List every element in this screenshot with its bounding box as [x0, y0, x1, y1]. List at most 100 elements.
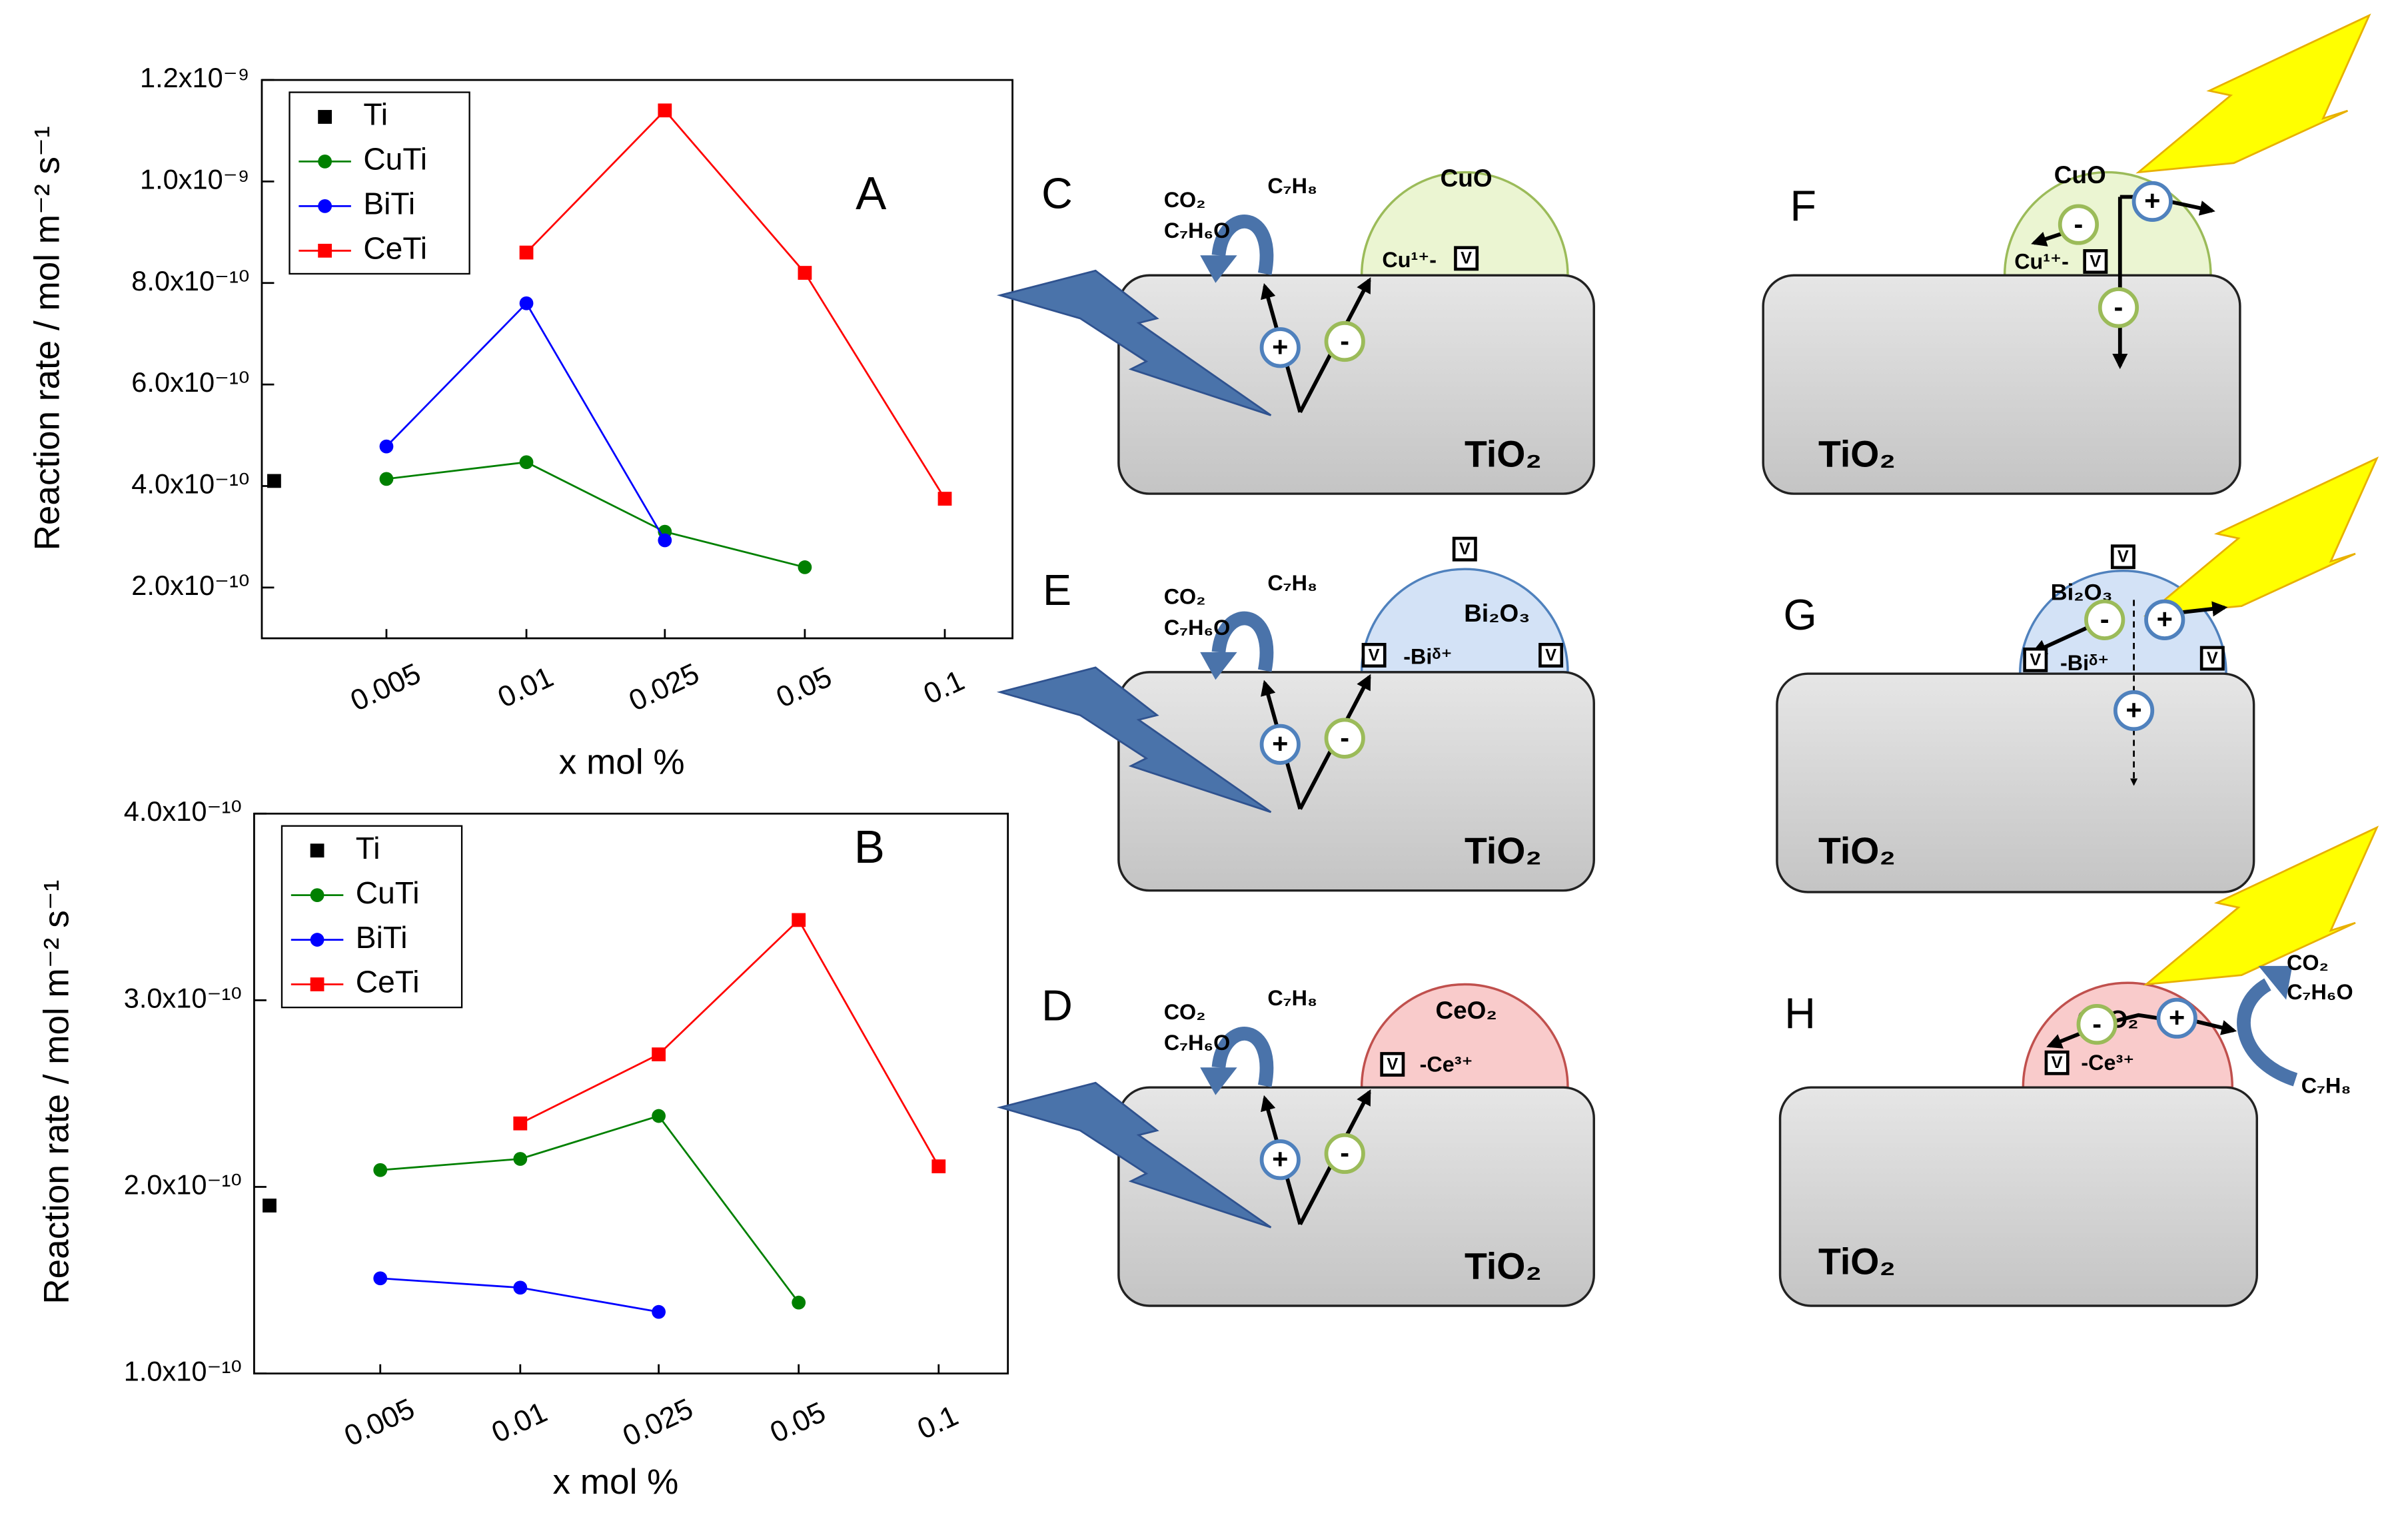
charge-label: +: [2144, 185, 2160, 217]
marker: [937, 492, 952, 506]
x-tick-label: 0.01: [487, 1396, 552, 1449]
charge-carrier: [1259, 724, 1301, 765]
plot-frame: [253, 812, 1009, 1374]
vacancy-box: [2083, 249, 2108, 274]
charge-carrier: [2098, 287, 2139, 328]
charge-carrier: [2144, 599, 2185, 640]
vacancy-box: [1452, 536, 1477, 562]
vacancy-box: [2199, 646, 2225, 671]
legend-label: BiTi: [363, 187, 415, 221]
reaction-arrowhead: [1200, 1067, 1237, 1095]
tio2-substrate: [1117, 274, 1595, 495]
x-tick-label: 0.1: [919, 664, 969, 711]
tio2-substrate: [1117, 1086, 1595, 1307]
light-bolt: [2143, 456, 2379, 617]
vacancy-label: V: [1545, 646, 1556, 664]
charge-carrier: [2113, 690, 2155, 732]
marker: [513, 1280, 528, 1295]
legend-marker: [318, 199, 332, 213]
marker: [792, 913, 806, 927]
vacancy-label: V: [1387, 1055, 1398, 1073]
reaction-arrow: [1211, 215, 1274, 275]
y-tick-label: 2.0x10⁻¹⁰: [131, 570, 249, 601]
oxide-particle: [1360, 171, 1569, 276]
product-label: CO₂: [1164, 585, 1206, 609]
connector: [2113, 1013, 2159, 1023]
legend-marker: [310, 888, 324, 903]
charge-carrier: [1259, 327, 1301, 368]
product-label: CO₂: [1164, 188, 1206, 212]
oxide-particle: [1360, 568, 1569, 674]
vacancy-box: [1380, 1052, 1405, 1077]
legend-label: BiTi: [356, 920, 408, 955]
site-label: -Biᵟ⁺: [2060, 651, 2109, 675]
series-line: [386, 461, 806, 568]
vacancy-box: [2023, 647, 2048, 672]
marker: [652, 1109, 666, 1123]
charge-label: -: [1340, 1137, 1349, 1169]
vacancy-label: V: [1369, 646, 1380, 664]
series-line: [520, 918, 939, 1167]
legend-label: CeTi: [363, 231, 427, 266]
panel-letter: F: [1790, 181, 1816, 230]
marker: [519, 296, 534, 310]
legend-label: CeTi: [356, 965, 420, 999]
vacancy-box: [1454, 246, 1479, 271]
arrow: [2195, 1019, 2237, 1035]
product-label: C₇H₆O: [2287, 980, 2353, 1004]
legend-label: CuTi: [356, 875, 420, 910]
x-tick-label: 0.005: [346, 657, 426, 718]
charge-carrier: [1324, 320, 1365, 362]
vacancy-label: V: [2090, 252, 2101, 270]
x-axis-title: x mol %: [553, 1462, 679, 1502]
vacancy-label: V: [2207, 649, 2218, 668]
site-label: Cu¹⁺-: [1382, 248, 1437, 272]
oxide-label: CeO₂: [1435, 997, 1497, 1024]
charge-carrier: [2131, 181, 2173, 223]
legend-label: Ti: [356, 831, 380, 865]
y-tick-label: 3.0x10⁻¹⁰: [124, 982, 242, 1013]
reactant-label: C₇H₈: [1267, 174, 1317, 198]
y-axis-title: Reaction rate / mol m⁻² s⁻¹: [37, 880, 76, 1304]
vacancy-label: V: [2117, 548, 2129, 566]
legend-marker: [310, 933, 324, 947]
arrow: [2046, 1031, 2081, 1049]
marker: [652, 1047, 666, 1062]
vacancy-box: [1538, 643, 1564, 668]
marker: [792, 1295, 806, 1310]
y-tick-label: 1.0x10⁻¹⁰: [124, 1356, 242, 1387]
y-tick-label: 8.0x10⁻¹⁰: [131, 265, 249, 296]
marker: [379, 439, 394, 454]
arrow: [2169, 199, 2215, 216]
vacancy-label: V: [2030, 650, 2041, 669]
product-label: CO₂: [1164, 1000, 1206, 1024]
vacancy-box: [2044, 1050, 2070, 1075]
charge-label: -: [2114, 291, 2123, 322]
marker: [373, 1163, 388, 1177]
light-bolt: [2135, 13, 2371, 174]
vacancy-box: [2110, 544, 2135, 570]
arrow: [2031, 231, 2062, 247]
light-bolt: [996, 666, 1272, 813]
y-tick-label: 4.0x10⁻¹⁰: [131, 468, 249, 499]
marker: [798, 266, 812, 280]
reaction-arrowhead: [1200, 652, 1237, 680]
y-tick-label: 4.0x10⁻¹⁰: [124, 795, 242, 827]
reactant-label: C₇H₈: [1267, 986, 1317, 1010]
legend-label: CuTi: [363, 142, 427, 177]
charge-label: +: [2169, 1002, 2185, 1033]
oxide-label: Bi₂O₃: [1464, 600, 1530, 627]
reaction-arrow: [1211, 611, 1274, 672]
marker: [373, 1271, 388, 1286]
charge-label: +: [1272, 331, 1288, 362]
marker: [931, 1159, 946, 1174]
marker: [519, 245, 534, 260]
x-tick-label: 0.025: [624, 657, 704, 718]
substrate-label: TiO₂: [1465, 830, 1542, 871]
charge-label: -: [2100, 604, 2109, 635]
tio2-substrate: [1117, 671, 1595, 892]
oxide-particle: [1360, 983, 1569, 1089]
charge-label: +: [1272, 1143, 1288, 1175]
marker: [658, 533, 672, 548]
